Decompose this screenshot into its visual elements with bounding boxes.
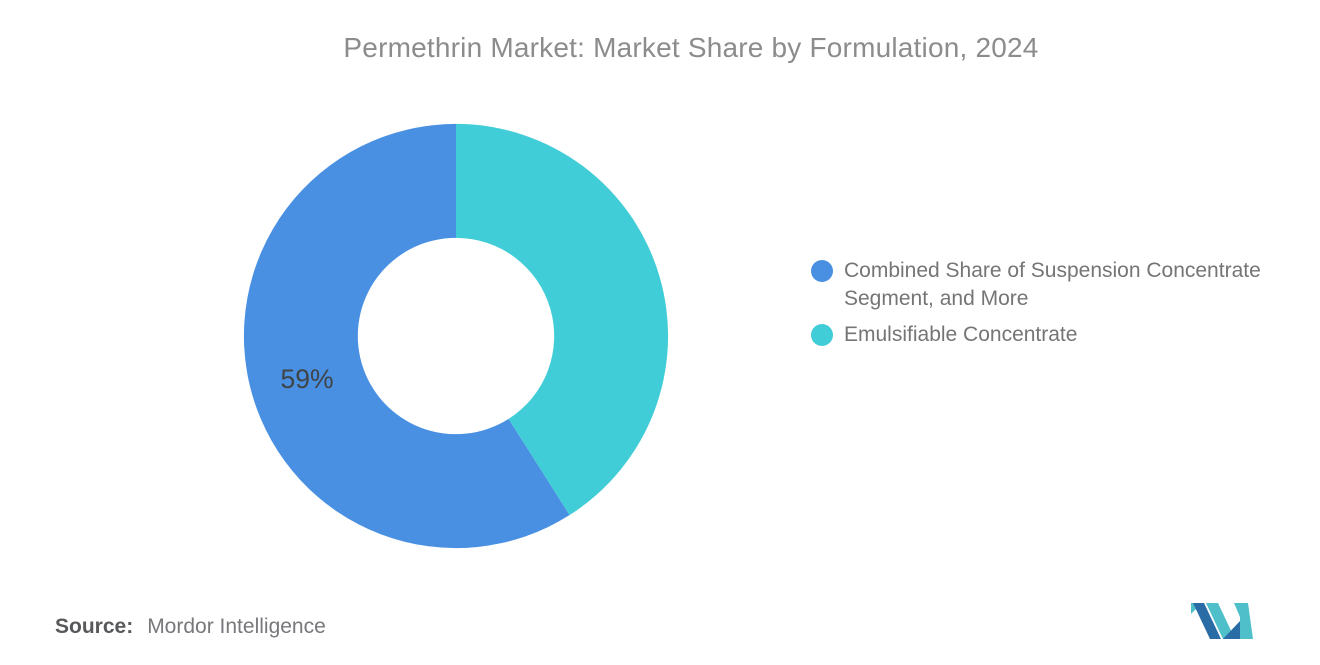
source-name: Mordor Intelligence bbox=[147, 615, 326, 638]
mordor-intelligence-logo bbox=[1190, 600, 1256, 642]
legend-item-suspension-concentrate[interactable]: Combined Share of Suspension Concentrate… bbox=[811, 257, 1301, 313]
source-label: Source: bbox=[55, 615, 134, 638]
chart-legend: Combined Share of Suspension Concentrate… bbox=[811, 257, 1301, 349]
donut-slice-1[interactable] bbox=[456, 123, 669, 516]
chart-title: Permethrin Market: Market Share by Formu… bbox=[343, 32, 1039, 63]
legend-item-label: Emulsifiable Concentrate bbox=[844, 323, 1078, 346]
donut-chart-area: 59% bbox=[240, 120, 672, 552]
legend-item-emulsifiable-concentrate[interactable]: Emulsifiable Concentrate bbox=[811, 321, 1301, 349]
donut-chart: 59% bbox=[243, 123, 669, 549]
legend-swatch-teal-icon bbox=[811, 324, 833, 346]
legend-swatch-blue-icon bbox=[811, 260, 833, 282]
legend-item-label: Combined Share of Suspension Concentrate… bbox=[844, 259, 1261, 310]
mordor-logo-mark-icon bbox=[1191, 603, 1253, 639]
slice-data-label: 59% bbox=[281, 364, 334, 394]
source-attribution: Source: Mordor Intelligence bbox=[55, 615, 326, 639]
donut-slice-0[interactable] bbox=[243, 123, 570, 549]
